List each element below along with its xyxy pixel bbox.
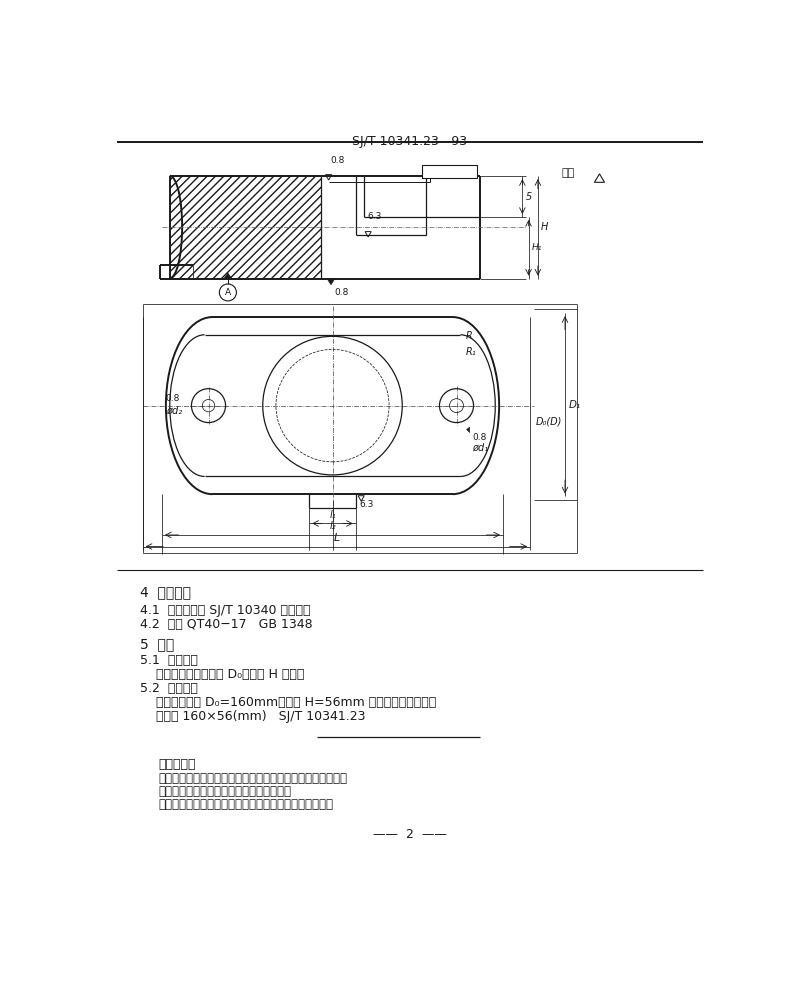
- Text: 标记由模架工作范围 D₀、厅度 H 表示。: 标记由模架工作范围 D₀、厅度 H 表示。: [140, 668, 305, 681]
- Polygon shape: [224, 274, 232, 279]
- Text: 0.8: 0.8: [330, 156, 345, 165]
- Text: 附加说明：: 附加说明：: [158, 759, 196, 772]
- Text: SJ/T 10341.23—93: SJ/T 10341.23—93: [353, 135, 467, 148]
- Text: L: L: [334, 533, 339, 542]
- Text: 本标准由全国模具标准化技术委员会归口。: 本标准由全国模具标准化技术委员会归口。: [158, 786, 291, 798]
- Text: D₀(D): D₀(D): [535, 416, 562, 426]
- Text: 下模座 160×56(mm)   SJ/T 10341.23: 下模座 160×56(mm) SJ/T 10341.23: [140, 710, 366, 722]
- Text: A: A: [225, 288, 231, 297]
- Text: T: T: [441, 166, 446, 175]
- Bar: [422, 165, 478, 178]
- Text: 其余: 其余: [561, 168, 574, 178]
- Text: R: R: [466, 331, 473, 341]
- Bar: [170, 176, 321, 279]
- Text: 0.8: 0.8: [334, 288, 349, 297]
- Text: 模架工作范围 D₀=160mm、厅度 H=56mm 的中间导柱下模座；: 模架工作范围 D₀=160mm、厅度 H=56mm 的中间导柱下模座；: [140, 696, 437, 709]
- Text: ød₂: ød₂: [166, 405, 182, 415]
- Text: 6.3: 6.3: [360, 500, 374, 509]
- Text: 5: 5: [526, 191, 532, 201]
- Text: 4  技术要求: 4 技术要求: [140, 585, 191, 599]
- Text: H: H: [541, 222, 548, 232]
- Text: 6.3: 6.3: [367, 212, 382, 221]
- Text: l₁: l₁: [329, 510, 336, 519]
- Text: 5  标记: 5 标记: [140, 638, 174, 652]
- Text: ——  2  ——: —— 2 ——: [373, 828, 447, 841]
- Text: 0.8: 0.8: [166, 394, 180, 403]
- Text: 本标准由中华人民共和国电子工业部科技与质量监督司提出。: 本标准由中华人民共和国电子工业部科技与质量监督司提出。: [158, 773, 347, 785]
- Polygon shape: [327, 279, 335, 285]
- Text: ød₁: ød₁: [472, 443, 488, 453]
- Text: H₁: H₁: [532, 243, 542, 253]
- Text: //: //: [423, 166, 429, 175]
- Text: 4.1  技术条件按 SJ/T 10340 的规定。: 4.1 技术条件按 SJ/T 10340 的规定。: [140, 605, 310, 618]
- Text: 本标准由国营七三三厂、电子部标准化研究所负责起草。: 本标准由国营七三三厂、电子部标准化研究所负责起草。: [158, 799, 333, 811]
- Text: R₁: R₁: [466, 347, 477, 357]
- Text: 0.8: 0.8: [472, 433, 486, 442]
- Text: A: A: [459, 166, 465, 175]
- Polygon shape: [466, 428, 470, 433]
- Text: D₁: D₁: [569, 399, 581, 409]
- Text: 5.1  标记方法: 5.1 标记方法: [140, 654, 198, 667]
- Text: 4.2  材料 QT40−17   GB 1348: 4.2 材料 QT40−17 GB 1348: [140, 618, 313, 631]
- Text: l₂: l₂: [329, 521, 336, 531]
- Text: 5.2  标记示例: 5.2 标记示例: [140, 682, 198, 695]
